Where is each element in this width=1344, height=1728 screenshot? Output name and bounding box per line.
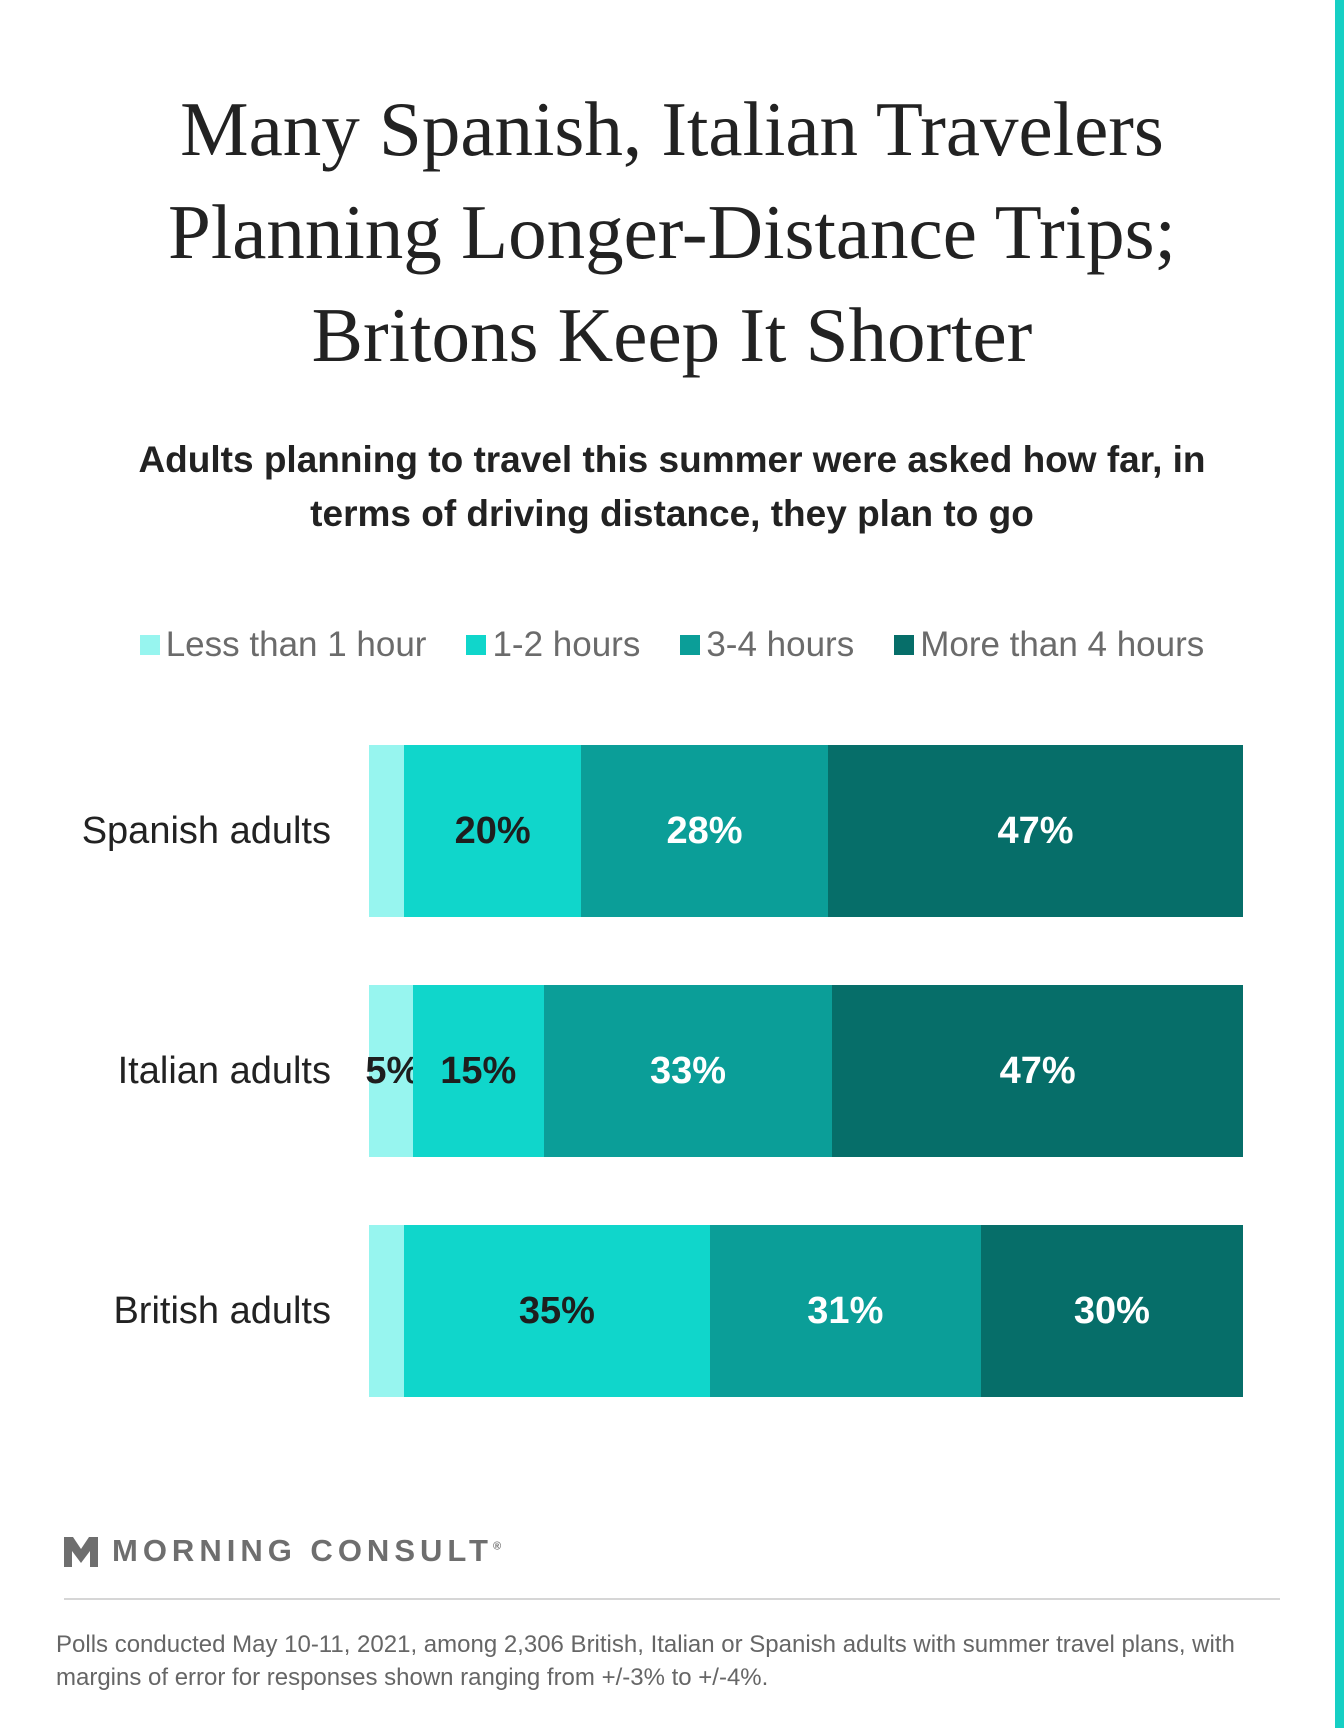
data-label-2-3: 30% [1073, 1290, 1150, 1332]
legend-item-2: 3-4 hours [680, 625, 854, 665]
footer-divider [64, 1598, 1280, 1600]
bar-segment-0-3 [828, 745, 1244, 917]
stacked-bar-1: 5% 15% 33% 47% [365, 985, 1244, 1157]
bar-segment-2-3 [980, 1225, 1244, 1397]
bar-segment-0-1 [404, 745, 582, 917]
legend-swatch-0 [139, 635, 160, 655]
data-label-0-3: 47% [997, 810, 1074, 852]
edge-accent-stripe [1335, 0, 1344, 1728]
data-label-2-2: 31% [807, 1290, 884, 1332]
data-label-1-3: 47% [999, 1050, 1076, 1092]
legend-swatch-3 [894, 635, 915, 655]
bar-segment-0-2 [580, 745, 829, 917]
legend-label-0: Less than 1 hour [165, 625, 427, 664]
registered-mark: ® [492, 1540, 502, 1553]
legend-swatch-1 [466, 635, 487, 655]
bar-segment-1-0 [369, 985, 414, 1157]
chart-title: Many Spanish, Italian Travelers Planning… [168, 86, 1176, 378]
stacked-bar-0: 20% 28% 47% [369, 745, 1244, 917]
brand-name: MORNING CONSULT® [112, 1533, 502, 1568]
bar-segment-2-0 [369, 1225, 405, 1397]
row-label-2: British adults [113, 1290, 331, 1332]
morning-consult-m-icon [64, 1537, 98, 1567]
methodology-footnote: Polls conducted May 10-11, 2021, among 2… [56, 1631, 1235, 1691]
bar-segment-1-1 [412, 985, 545, 1157]
legend-item-0: Less than 1 hour [139, 625, 427, 665]
legend-label-3: More than 4 hours [920, 625, 1205, 664]
legend-item-1: 1-2 hours [466, 625, 640, 665]
legend-swatch-2 [680, 635, 701, 655]
row-label-1: Italian adults [117, 1050, 331, 1092]
data-label-2-1: 35% [518, 1290, 595, 1332]
row-label-0: Spanish adults [81, 810, 331, 852]
bar-segment-1-3 [832, 985, 1244, 1157]
bar-segment-1-2 [543, 985, 833, 1157]
data-label-1-0: 5% [365, 1050, 421, 1092]
bar-segment-2-1 [403, 1225, 711, 1397]
bar-segment-2-2 [709, 1225, 982, 1397]
data-label-0-1: 20% [454, 810, 531, 852]
brand-logo: MORNING CONSULT® [64, 1533, 501, 1569]
bar-segment-0-0 [369, 745, 405, 917]
legend-label-1: 1-2 hours [492, 625, 641, 664]
data-label-0-2: 28% [666, 810, 743, 852]
legend-item-3: More than 4 hours [894, 625, 1204, 665]
chart-legend: Less than 1 hour 1-2 hours 3-4 hours More t… [0, 620, 1344, 670]
stacked-bar-2: 35% 31% 30% [369, 1225, 1244, 1397]
data-label-1-2: 33% [649, 1050, 727, 1092]
data-label-1-1: 15% [440, 1050, 517, 1092]
legend-label-2: 3-4 hours [706, 625, 855, 664]
chart-subtitle: Adults planning to travel this summer we… [138, 439, 1206, 534]
